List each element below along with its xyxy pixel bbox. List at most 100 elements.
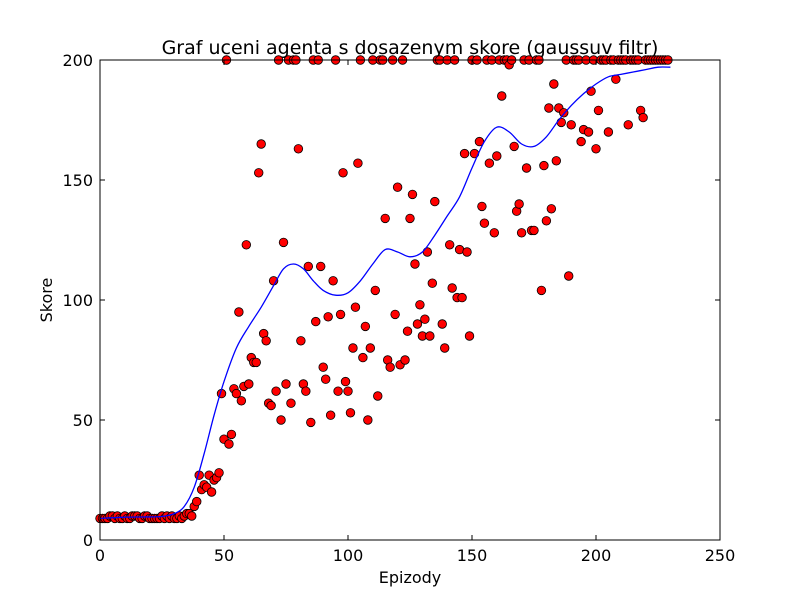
scatter-point <box>187 511 197 521</box>
scatter-point <box>492 151 502 161</box>
scatter-point <box>516 228 527 238</box>
x-tick-label: 250 <box>705 546 736 565</box>
scatter-point <box>206 487 217 497</box>
scatter-point <box>420 314 430 324</box>
scatter-point <box>430 196 440 207</box>
scatter-point <box>266 400 276 411</box>
scatter-point <box>303 261 314 272</box>
scatter-point <box>392 182 403 192</box>
scatter-point <box>338 168 348 178</box>
scatter-point <box>316 261 326 272</box>
scatter-point <box>251 357 261 368</box>
scatter-point <box>437 319 447 329</box>
scatter-point <box>477 201 487 212</box>
scatter-point <box>293 144 304 154</box>
scatter-point <box>521 163 532 173</box>
scatter-point <box>236 396 247 406</box>
scatter-point <box>296 336 306 346</box>
scatter-point <box>214 468 224 478</box>
scatter-point <box>234 307 244 317</box>
scatter-point <box>412 319 423 329</box>
scatter-point <box>462 247 472 257</box>
gaussian-filter-line <box>99 66 671 520</box>
scatter-point <box>514 199 524 209</box>
scatter-point <box>593 105 604 116</box>
scatter-point <box>410 259 420 269</box>
y-tick-label: 100 <box>62 291 93 310</box>
scatter-point <box>348 343 358 353</box>
scatter-point <box>350 302 361 312</box>
scatter-point <box>192 496 202 507</box>
scatter-point <box>464 331 475 341</box>
y-axis-label: Skore <box>37 278 56 323</box>
scatter-point <box>603 127 614 137</box>
scatter-point <box>340 376 351 387</box>
scatter-point <box>400 355 410 365</box>
axis-ticks: 0 50 100 150 200 250 0 50 100 150 200 <box>62 51 735 565</box>
scatter-point <box>343 386 353 396</box>
scatter-point <box>241 240 252 250</box>
scatter-point <box>529 225 539 236</box>
scatter-point <box>447 283 457 293</box>
y-tick-label: 200 <box>62 51 93 70</box>
scatter-point <box>231 388 242 399</box>
scatter-point <box>591 144 601 154</box>
scatter-point <box>427 278 438 288</box>
scatter-point <box>244 379 254 389</box>
scatter-point <box>457 292 467 303</box>
scatter-point <box>278 237 289 248</box>
scatter-point <box>380 213 390 224</box>
scatter-point <box>323 312 333 322</box>
y-tick-label: 50 <box>73 411 93 430</box>
scatter-point <box>459 148 470 159</box>
x-tick-label: 150 <box>457 546 488 565</box>
chart-title: Graf uceni agenta s dosazenym skore (gau… <box>162 37 659 59</box>
y-tick-label: 0 <box>83 531 93 550</box>
scatter-point <box>306 417 316 428</box>
scatter-point <box>333 386 343 396</box>
scatter-point <box>544 103 554 113</box>
scatter-point <box>509 141 519 152</box>
scatter-point <box>261 336 271 346</box>
x-tick-label: 50 <box>214 546 234 565</box>
scatter-point <box>226 429 237 440</box>
scatter-point <box>479 218 490 228</box>
scatter-point <box>353 158 363 168</box>
scatter-point <box>489 228 500 238</box>
scatter-point <box>271 386 281 396</box>
scatter-point <box>402 326 413 336</box>
x-axis-label: Epizody <box>379 568 442 587</box>
scatter-point <box>224 439 234 449</box>
scatter-point <box>541 216 552 226</box>
scatter-point <box>556 117 566 128</box>
scatter-point <box>539 160 549 171</box>
scatter-point <box>390 309 400 320</box>
scatter-point <box>576 136 586 147</box>
scatter-point <box>583 127 594 137</box>
scatter-point <box>623 120 633 130</box>
scatter-point <box>256 139 266 149</box>
scatter-point <box>425 331 435 341</box>
scatter-point <box>549 79 559 89</box>
plot-area <box>95 55 673 524</box>
scatter-point <box>564 271 574 281</box>
scatter-point <box>536 285 547 296</box>
scatter-point <box>373 391 383 401</box>
scatter-point <box>497 91 507 101</box>
scatter-point <box>440 343 450 353</box>
scatter-point <box>370 285 380 296</box>
scatter-point <box>301 386 311 396</box>
scatter-point <box>328 276 338 286</box>
scatter-point <box>566 120 576 130</box>
scatter-point <box>358 352 368 363</box>
scatter-point <box>276 415 286 425</box>
scatter-point <box>286 398 296 408</box>
scatter-point <box>444 240 455 250</box>
scatter-point <box>638 112 648 123</box>
scatter-point <box>318 362 328 372</box>
scatter-point <box>551 156 562 166</box>
scatter-point <box>365 343 376 353</box>
scatter-point <box>311 316 321 327</box>
